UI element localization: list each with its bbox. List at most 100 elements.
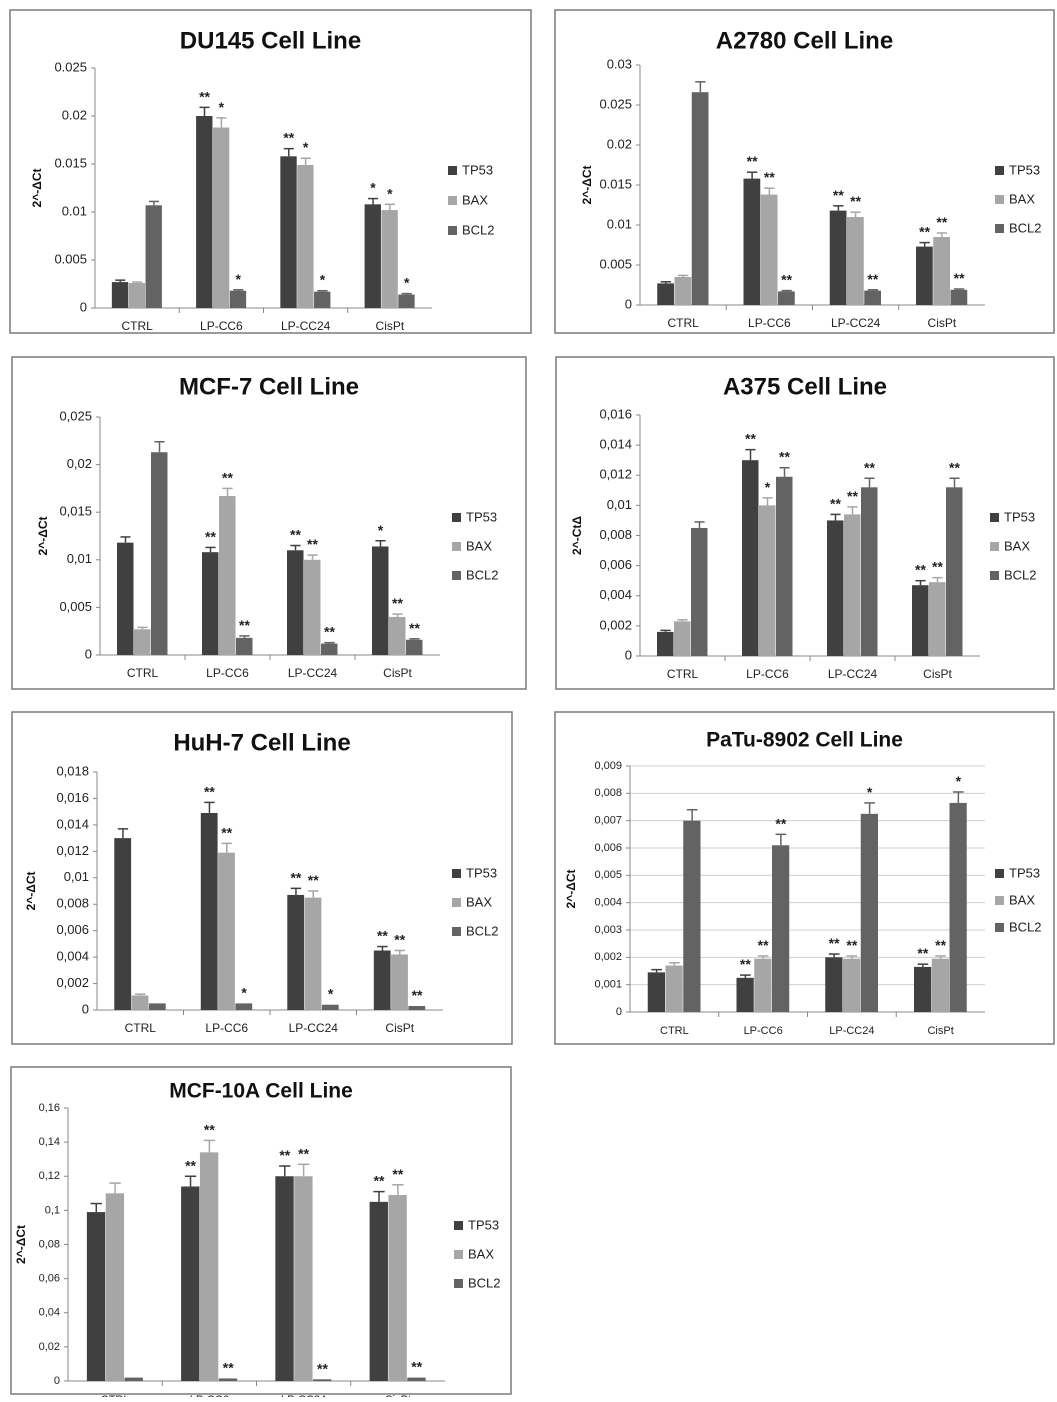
bar-bcl2 — [406, 639, 423, 655]
legend-label-tp53: TP53 — [466, 509, 497, 524]
bar-bax — [219, 496, 236, 655]
bar-tp53 — [287, 550, 304, 655]
x-tick-label: CisPt — [927, 1025, 953, 1037]
bar-tp53 — [373, 950, 391, 1010]
bar-tp53 — [202, 552, 219, 655]
y-tick-label: 0,014 — [599, 437, 632, 452]
significance-marker: ** — [758, 937, 769, 953]
legend-label-bcl2: BCL2 — [466, 567, 499, 582]
significance-marker: ** — [781, 272, 792, 288]
significance-marker: ** — [411, 1359, 422, 1375]
legend-swatch-bcl2 — [990, 571, 999, 580]
bar-bcl2 — [235, 1003, 253, 1010]
y-tick-label: 0 — [80, 299, 87, 314]
bar-bcl2 — [683, 820, 701, 1012]
bar-bax — [391, 954, 408, 1010]
y-axis-label: 2^-ΔCt — [24, 872, 38, 911]
bar-tp53 — [916, 246, 933, 305]
y-tick-label: 0,016 — [56, 790, 89, 805]
significance-marker: ** — [412, 987, 423, 1003]
panel-frame — [9, 9, 532, 334]
x-tick-label: LP-CC24 — [281, 319, 331, 333]
y-tick-label: 0,015 — [59, 504, 92, 519]
y-tick-label: 0 — [82, 1001, 89, 1016]
bar-tp53 — [364, 204, 381, 308]
y-tick-label: 0,008 — [56, 896, 89, 911]
bar-bcl2 — [778, 291, 795, 305]
significance-marker: ** — [283, 130, 294, 146]
y-tick-label: 0 — [625, 296, 632, 311]
y-tick-label: 0,001 — [594, 979, 622, 991]
bar-bcl2 — [861, 487, 878, 656]
y-tick-label: 0,02 — [67, 456, 92, 471]
legend-label-tp53: TP53 — [466, 865, 497, 880]
panel-frame — [10, 1066, 512, 1395]
y-tick-label: 0,012 — [56, 843, 89, 858]
significance-marker: * — [867, 784, 873, 800]
legend-swatch-bax — [454, 1250, 463, 1259]
significance-marker: ** — [779, 449, 790, 465]
significance-marker: ** — [850, 193, 861, 209]
bar-tp53 — [742, 460, 759, 656]
significance-marker: * — [404, 275, 410, 291]
bar-bcl2 — [772, 845, 790, 1012]
significance-marker: ** — [867, 271, 878, 287]
legend-swatch-bax — [990, 542, 999, 551]
y-tick-label: 0,08 — [39, 1238, 60, 1250]
legend-swatch-bcl2 — [452, 927, 461, 936]
legend-swatch-tp53 — [452, 869, 461, 878]
legend-swatch-bcl2 — [995, 923, 1004, 932]
significance-marker: ** — [392, 1166, 403, 1182]
panel-frame — [554, 9, 1055, 334]
significance-marker: ** — [935, 937, 946, 953]
bar-tp53 — [86, 1212, 106, 1381]
y-tick-label: 0,01 — [607, 497, 632, 512]
significance-marker: ** — [317, 1360, 328, 1376]
legend-swatch-bcl2 — [452, 571, 461, 580]
legend-label-bax: BAX — [466, 538, 492, 553]
bar-bax — [381, 210, 398, 308]
bar-bcl2 — [408, 1006, 426, 1010]
chart-title: A375 Cell Line — [723, 373, 887, 400]
legend-label-bax: BAX — [1009, 191, 1035, 206]
bar-bax — [929, 582, 946, 656]
bar-bax — [933, 237, 950, 305]
bar-bax — [389, 616, 406, 655]
bar-tp53 — [647, 972, 665, 1012]
panel-frame — [555, 356, 1055, 690]
bar-bcl2 — [407, 1377, 426, 1381]
significance-marker: ** — [917, 945, 928, 961]
y-tick-label: 0,005 — [59, 599, 92, 614]
bar-bcl2 — [314, 291, 331, 308]
y-tick-label: 0.01 — [62, 203, 87, 218]
significance-marker: ** — [221, 824, 232, 840]
bar-bax — [754, 958, 772, 1012]
y-tick-label: 0,002 — [56, 975, 89, 990]
bar-bax — [294, 1176, 313, 1381]
significance-marker: * — [328, 986, 334, 1002]
bar-tp53 — [181, 1186, 200, 1381]
bar-bax — [212, 127, 230, 309]
bar-bcl2 — [950, 289, 968, 305]
x-tick-label: CisPt — [923, 667, 952, 681]
significance-marker: ** — [222, 469, 233, 485]
bar-tp53 — [827, 520, 844, 656]
bar-bax — [304, 897, 322, 1010]
x-tick-label: LP-CC24 — [289, 1021, 339, 1035]
bar-tp53 — [372, 546, 389, 655]
y-tick-label: 0,14 — [39, 1136, 60, 1148]
legend-swatch-bcl2 — [995, 224, 1004, 233]
chart-title: MCF-10A Cell Line — [169, 1080, 353, 1103]
y-tick-label: 0,16 — [39, 1102, 60, 1114]
significance-marker: ** — [846, 937, 857, 953]
significance-marker: * — [320, 272, 326, 288]
bar-bcl2 — [321, 643, 338, 655]
bar-bax — [134, 629, 151, 655]
bar-bcl2 — [946, 487, 963, 656]
legend-label-tp53: TP53 — [1009, 162, 1040, 177]
significance-marker: ** — [307, 536, 318, 552]
y-tick-label: 0,018 — [56, 763, 89, 778]
panel-patu8902: PaTu-8902 Cell Line 0 0,001 0,002 0,003 0,004… — [554, 711, 1055, 1045]
panel-a2780: A2780 Cell Line 0 0.005 0.01 0.015 0.02 0.025 0… — [554, 9, 1055, 334]
y-tick-label: 0,014 — [56, 816, 89, 831]
